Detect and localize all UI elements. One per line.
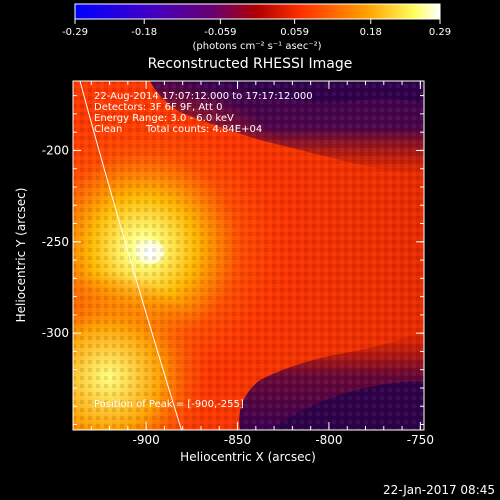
chart-title: Reconstructed RHESSI Image [148, 56, 353, 72]
info-time-range: 22-Aug-2014 17:07:12.000 to 17:17:12.000 [94, 91, 313, 102]
info-detectors: Detectors: 3F 6F 9F, Att 0 [94, 102, 222, 113]
x-tick-label: -850 [224, 433, 251, 447]
x-tick-label: -750 [407, 433, 434, 447]
x-tick-label: -800 [315, 433, 342, 447]
y-axis-label: Heliocentric Y (arcsec) [14, 188, 28, 323]
info-clean-label: Clean [94, 124, 122, 135]
x-tick-label: -900 [133, 433, 160, 447]
solar-limb-line [79, 81, 182, 430]
colorbar-tick-label: 0.29 [429, 27, 451, 38]
colorbar-tick-label: -0.059 [204, 27, 236, 38]
y-tick-label: -250 [42, 235, 69, 249]
y-axis: -200 -250 -300 [42, 95, 424, 426]
colorbar-tick-label: 0.059 [280, 27, 309, 38]
x-axis-label: Heliocentric X (arcsec) [180, 450, 316, 464]
colorbar-ticks: -0.29 -0.18 -0.059 0.059 0.18 0.29 [62, 19, 451, 38]
info-block: 22-Aug-2014 17:07:12.000 to 17:17:12.000… [94, 91, 313, 135]
heatmap [73, 81, 424, 430]
colorbar-units: (photons cm⁻² s⁻¹ asec⁻²) [192, 41, 321, 52]
colorbar-tick-label: -0.18 [131, 27, 157, 38]
plot-frame [72, 80, 425, 431]
colorbar [74, 3, 441, 20]
footer-timestamp: 22-Jan-2017 08:45 [383, 483, 495, 497]
y-tick-label: -300 [42, 326, 69, 340]
colorbar-tick-label: -0.29 [62, 27, 88, 38]
colorbar-tick-label: 0.18 [360, 27, 382, 38]
info-energy-range: Energy Range: 3.0 - 6.0 keV [94, 113, 234, 124]
info-total-counts: Total counts: 4.84E+04 [145, 124, 262, 135]
y-tick-label: -200 [42, 143, 69, 157]
x-axis: -900 -850 -800 -750 [90, 81, 434, 447]
peak-position-label: Position of Peak = [-900,-255] [94, 399, 244, 410]
